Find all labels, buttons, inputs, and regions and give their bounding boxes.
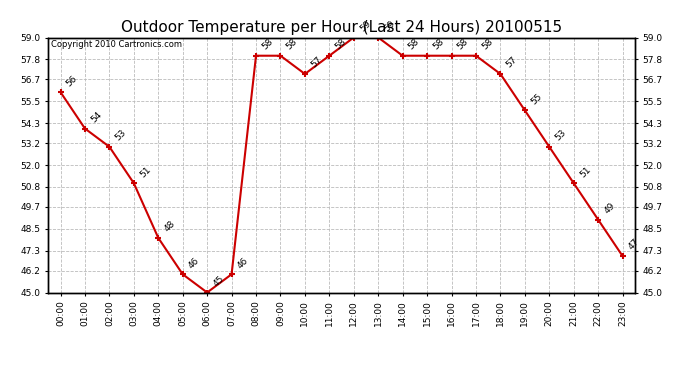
Text: 57: 57 xyxy=(504,55,519,70)
Text: 53: 53 xyxy=(553,128,568,142)
Text: 57: 57 xyxy=(309,55,324,70)
Text: 58: 58 xyxy=(455,37,470,51)
Text: Copyright 2010 Cartronics.com: Copyright 2010 Cartronics.com xyxy=(51,40,182,49)
Text: 46: 46 xyxy=(187,256,201,270)
Text: 58: 58 xyxy=(284,37,299,51)
Text: 58: 58 xyxy=(431,37,446,51)
Title: Outdoor Temperature per Hour (Last 24 Hours) 20100515: Outdoor Temperature per Hour (Last 24 Ho… xyxy=(121,20,562,35)
Text: 58: 58 xyxy=(260,37,275,51)
Text: 51: 51 xyxy=(578,165,593,179)
Text: 45: 45 xyxy=(211,274,226,288)
Text: 59: 59 xyxy=(382,19,397,33)
Text: 48: 48 xyxy=(162,219,177,234)
Text: 56: 56 xyxy=(65,74,79,88)
Text: 54: 54 xyxy=(89,110,104,125)
Text: 51: 51 xyxy=(138,165,152,179)
Text: 46: 46 xyxy=(236,256,250,270)
Text: 58: 58 xyxy=(480,37,495,51)
Text: 58: 58 xyxy=(333,37,348,51)
Text: 53: 53 xyxy=(114,128,128,142)
Text: 47: 47 xyxy=(627,237,641,252)
Text: 58: 58 xyxy=(407,37,422,51)
Text: 59: 59 xyxy=(358,19,373,33)
Text: 55: 55 xyxy=(529,92,544,106)
Text: 49: 49 xyxy=(602,201,617,216)
